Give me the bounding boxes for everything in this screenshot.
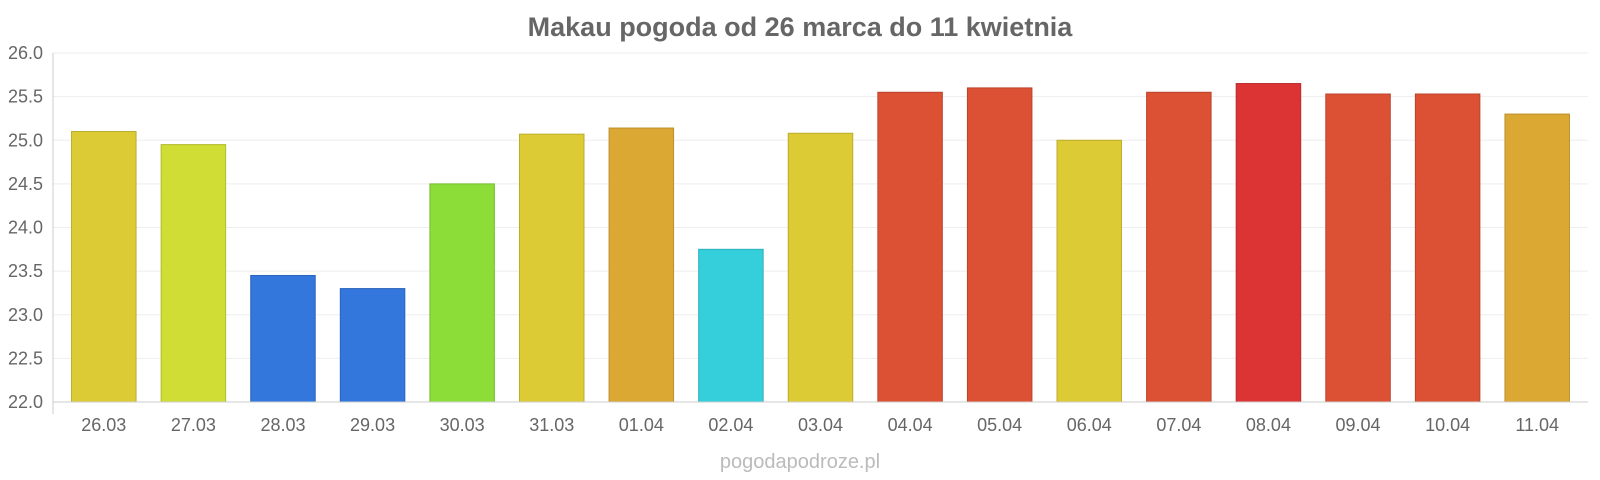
x-tick-label: 09.04 [1336,415,1381,435]
x-tick-label: 01.04 [619,415,664,435]
x-tick-label: 06.04 [1067,415,1112,435]
y-tick-label: 25.5 [8,87,43,107]
y-tick-label: 25.0 [8,130,43,150]
bars [71,83,1570,403]
y-tick-label: 23.5 [8,261,43,281]
bar-11.04 [1504,113,1570,403]
bar-07.04 [1146,91,1212,403]
x-tick-label: 26.03 [81,415,126,435]
bar-02.04 [698,248,764,403]
bar-09.04 [1325,93,1391,403]
chart-title: Makau pogoda od 26 marca do 11 kwietnia [528,12,1074,42]
x-tick-label: 02.04 [708,415,753,435]
x-tick-label: 08.04 [1246,415,1291,435]
x-axis-ticks: 26.03 27.03 28.03 29.03 30.03 31.03 01.04 02.04… [81,415,1559,435]
bar-10.04 [1414,93,1481,403]
y-tick-label: 22.5 [8,348,43,368]
x-tick-label: 10.04 [1425,415,1470,435]
y-tick-label: 26.0 [8,43,43,63]
bar-06.04 [1056,139,1123,403]
bar-31.03 [518,133,585,403]
bar-05.04 [966,87,1033,403]
y-tick-label: 24.0 [8,218,43,238]
bar-03.04 [787,132,854,403]
x-tick-label: 07.04 [1156,415,1201,435]
watermark: pogodapodroze.pl [720,451,880,473]
bar-29.03 [339,288,406,403]
x-tick-label: 27.03 [171,415,216,435]
bar-04.04 [877,91,943,403]
x-tick-label: 31.03 [529,415,574,435]
x-tick-label: 11.04 [1515,415,1559,435]
x-tick-label: 29.03 [350,415,395,435]
x-tick-label: 30.03 [440,415,485,435]
x-tick-label: 28.03 [260,415,305,435]
bar-26.03 [71,131,137,403]
bar-01.04 [608,127,675,403]
x-tick-label: 04.04 [888,415,933,435]
y-axis-ticks: 22.0 22.5 23.0 23.5 24.0 24.5 25.0 25.5 26.0 [8,43,43,412]
y-tick-label: 22.0 [8,392,43,412]
bar-30.03 [429,183,495,403]
y-tick-label: 23.0 [8,305,43,325]
x-tick-label: 05.04 [977,415,1022,435]
bar-08.04 [1235,83,1302,403]
bar-27.03 [160,144,227,403]
bar-28.03 [250,274,316,403]
y-tick-label: 24.5 [8,174,43,194]
x-tick-label: 03.04 [798,415,843,435]
